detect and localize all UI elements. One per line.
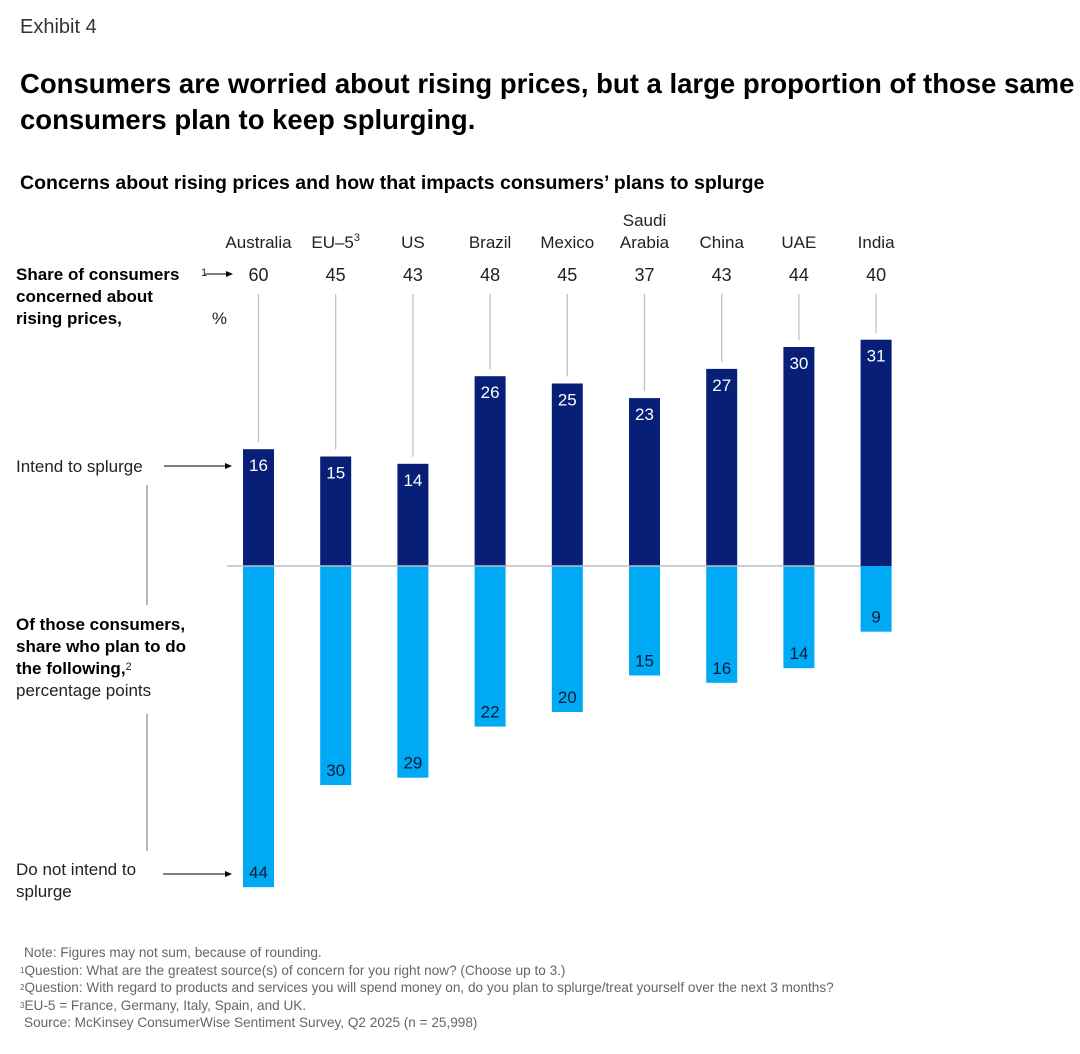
bar-label-not-intend: 16 [712,659,731,678]
concern-value: 60 [248,265,268,285]
source: Source: McKinsey ConsumerWise Sentiment … [24,1015,478,1030]
footnote-1-text: Question: What are the greatest source(s… [24,962,566,978]
footnote-2-marker: 2 [20,983,25,992]
bar-label-intend: 26 [481,383,500,402]
bar-label-not-intend: 22 [481,703,500,722]
chart-title: Consumers are worried about rising price… [20,68,1075,135]
footnote-3-text: EU-5 = France, Germany, Italy, Spain, an… [24,997,307,1013]
concern-value: 43 [712,265,732,285]
bar-label-not-intend: 9 [871,608,880,627]
concern-label: Share of consumers concerned about risin… [16,264,227,330]
concern-arrow [205,271,233,277]
bar-not-intend-uae [783,566,815,669]
chart-subtitle: Concerns about rising prices and how tha… [20,172,765,194]
footnote-3: 3EU-5 = France, Germany, Italy, Spain, a… [20,997,834,1015]
bar-label-not-intend: 29 [403,754,422,773]
intend-label: Intend to splurge [16,457,143,476]
bar-label-intend: 14 [403,471,422,490]
bar-not-intend-mexico [551,566,583,712]
concern-label-bold: Share of consumers concerned about risin… [16,265,180,328]
footnote-1-marker: 1 [20,965,25,975]
bar-intend-saudi-arabia [629,398,660,566]
bar-label-intend: 16 [249,456,268,475]
category-label: India [858,233,895,252]
not-intend-arrow [163,871,232,877]
footnote-2-text: Question: With regard to products and se… [24,980,834,995]
note: Note: Figures may not sum, because of ro… [24,945,322,960]
bar-label-intend: 31 [867,347,886,366]
bar-label-not-intend: 20 [558,688,577,707]
bar-intend-australia [243,449,274,566]
footnote-1: 1Question: What are the greatest source(… [20,962,834,980]
category-label: Saudi [623,211,666,230]
category-label: EU–53 [311,232,360,252]
bar-intend-us [397,463,429,566]
category-label: UAE [781,233,816,252]
footnote-2: 2Question: With regard to products and s… [20,979,834,997]
bar-label-intend: 25 [558,391,577,410]
bar-label-not-intend: 44 [249,863,268,882]
bar-not-intend-china [706,566,738,683]
concern-value: 40 [866,265,886,285]
bar-label-not-intend: 30 [326,761,345,780]
bar-intend-mexico [551,383,583,566]
category-label: Brazil [469,233,512,252]
concern-value: 44 [789,265,809,285]
share-label: Of those consumers, share who plan to do… [16,614,216,702]
bar-not-intend-eu-5 [320,566,352,785]
bar-not-intend-saudi-arabia [629,566,660,676]
bar-label-intend: 30 [789,354,808,373]
concern-value: 48 [480,265,500,285]
bar-intend-india [860,339,892,566]
category-label: China [699,233,744,252]
bar-intend-china [706,368,738,566]
category-label: Arabia [620,233,670,252]
bar-label-intend: 15 [326,464,345,483]
concern-label-unit: % [207,309,227,328]
not-intend-label: Do not intend to splurge [16,860,137,901]
intend-arrow [164,463,232,469]
bar-intend-eu-5 [320,456,352,566]
bar-not-intend-india [860,566,892,632]
bar-label-not-intend: 14 [789,644,808,663]
category-label: Mexico [540,233,594,252]
concern-value: 45 [326,265,346,285]
bar-intend-uae [783,347,815,566]
bar-not-intend-australia [243,566,274,888]
concern-value: 45 [557,265,577,285]
bar-label-intend: 23 [635,405,654,424]
bar-label-not-intend: 15 [635,652,654,671]
category-label: US [401,233,425,252]
concern-label-sup: 1 [201,267,208,279]
bar-not-intend-us [397,566,429,778]
concern-value: 43 [403,265,423,285]
concern-value: 37 [634,265,654,285]
bar-not-intend-brazil [474,566,506,727]
footnote-3-marker: 3 [20,1000,25,1010]
share-label-sup: 2 [125,661,132,673]
category-label: Australia [225,233,292,252]
exhibit-number: Exhibit 4 [20,16,97,38]
bar-label-intend: 27 [712,376,731,395]
bar-intend-brazil [474,376,506,566]
footnotes: Note: Figures may not sum, because of ro… [20,944,834,1032]
share-label-unit: percentage points [16,681,152,700]
share-label-bold: Of those consumers, share who plan to do… [16,615,187,678]
